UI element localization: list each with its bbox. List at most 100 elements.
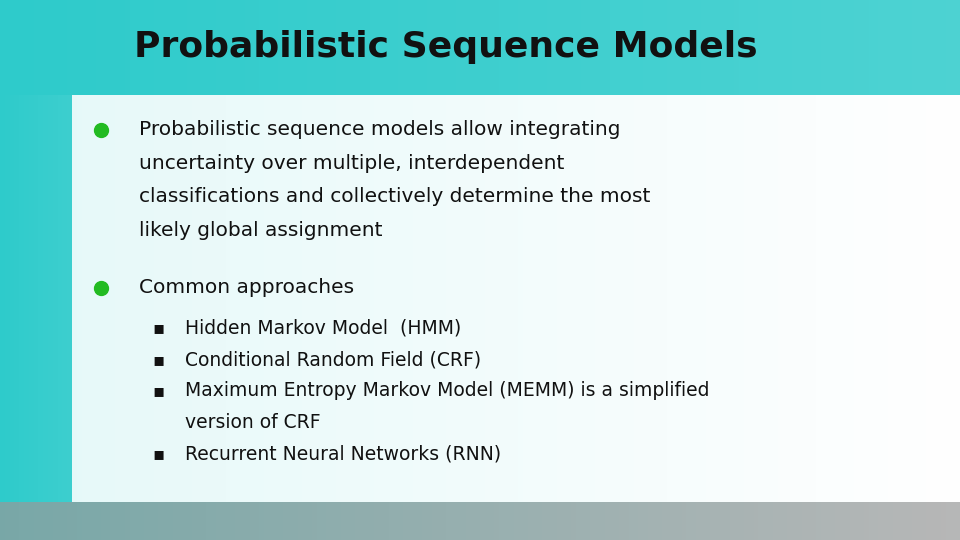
Bar bbox=[298, 0, 302, 540]
Bar bbox=[576, 0, 581, 540]
Bar bbox=[931, 0, 936, 540]
Bar bbox=[437, 0, 442, 540]
FancyBboxPatch shape bbox=[0, 0, 960, 94]
Bar bbox=[110, 0, 115, 540]
Bar bbox=[312, 0, 317, 540]
Bar bbox=[211, 0, 216, 540]
Bar bbox=[898, 0, 902, 540]
Bar bbox=[946, 0, 950, 540]
Bar bbox=[566, 0, 571, 540]
Bar bbox=[533, 0, 538, 540]
Bar bbox=[902, 0, 907, 540]
Bar bbox=[883, 0, 888, 540]
Bar bbox=[466, 0, 470, 540]
Bar bbox=[538, 0, 542, 540]
Bar bbox=[490, 0, 494, 540]
Bar bbox=[696, 0, 701, 540]
Bar bbox=[259, 0, 264, 540]
Text: Recurrent Neural Networks (RNN): Recurrent Neural Networks (RNN) bbox=[185, 444, 501, 463]
Bar bbox=[504, 0, 509, 540]
Bar bbox=[614, 0, 619, 540]
Bar bbox=[826, 0, 830, 540]
Bar bbox=[53, 0, 58, 540]
Bar bbox=[58, 0, 62, 540]
Bar bbox=[605, 0, 610, 540]
Bar bbox=[67, 0, 72, 540]
Bar bbox=[91, 0, 96, 540]
Bar bbox=[72, 0, 77, 540]
Bar bbox=[893, 0, 898, 540]
Bar bbox=[802, 0, 806, 540]
Text: Probabilistic sequence models allow integrating: Probabilistic sequence models allow inte… bbox=[139, 120, 621, 139]
Bar bbox=[586, 0, 590, 540]
Bar bbox=[734, 0, 739, 540]
Bar bbox=[638, 0, 643, 540]
Bar bbox=[370, 0, 374, 540]
Bar bbox=[518, 0, 523, 540]
Bar bbox=[955, 0, 960, 540]
Bar bbox=[326, 0, 331, 540]
Bar bbox=[667, 0, 672, 540]
Bar bbox=[461, 0, 466, 540]
Bar bbox=[192, 0, 197, 540]
Bar bbox=[394, 0, 398, 540]
Bar bbox=[139, 0, 144, 540]
Bar bbox=[562, 0, 566, 540]
Bar bbox=[77, 0, 82, 540]
Bar bbox=[221, 0, 226, 540]
Bar bbox=[470, 0, 475, 540]
Bar bbox=[154, 0, 158, 540]
Bar bbox=[355, 0, 360, 540]
Bar bbox=[331, 0, 336, 540]
Bar bbox=[922, 0, 926, 540]
Bar bbox=[101, 0, 106, 540]
Bar bbox=[254, 0, 259, 540]
Bar bbox=[235, 0, 240, 540]
Bar bbox=[226, 0, 230, 540]
Bar bbox=[523, 0, 528, 540]
Bar bbox=[403, 0, 408, 540]
Bar bbox=[264, 0, 269, 540]
Bar bbox=[643, 0, 648, 540]
Text: ▪: ▪ bbox=[153, 350, 164, 369]
Bar bbox=[14, 0, 19, 540]
Text: ▪: ▪ bbox=[153, 382, 164, 400]
Bar bbox=[917, 0, 922, 540]
Bar bbox=[821, 0, 826, 540]
Text: Maximum Entropy Markov Model (MEMM) is a simplified: Maximum Entropy Markov Model (MEMM) is a… bbox=[185, 381, 709, 401]
Bar bbox=[240, 0, 245, 540]
Bar bbox=[806, 0, 811, 540]
Bar bbox=[134, 0, 139, 540]
Bar bbox=[864, 0, 869, 540]
Bar bbox=[480, 0, 485, 540]
Bar bbox=[624, 0, 629, 540]
Bar bbox=[797, 0, 802, 540]
Bar bbox=[547, 0, 552, 540]
Bar bbox=[0, 0, 5, 540]
Text: Hidden Markov Model  (HMM): Hidden Markov Model (HMM) bbox=[185, 319, 462, 338]
Text: version of CRF: version of CRF bbox=[185, 413, 321, 432]
Bar bbox=[869, 0, 874, 540]
Bar bbox=[398, 0, 403, 540]
Bar bbox=[782, 0, 787, 540]
Bar bbox=[106, 0, 110, 540]
Bar bbox=[384, 0, 389, 540]
Bar bbox=[288, 0, 293, 540]
Text: uncertainty over multiple, interdependent: uncertainty over multiple, interdependen… bbox=[139, 153, 564, 173]
Bar bbox=[158, 0, 163, 540]
Bar bbox=[672, 0, 677, 540]
Bar bbox=[216, 0, 221, 540]
Bar bbox=[485, 0, 490, 540]
Bar bbox=[274, 0, 278, 540]
Bar bbox=[792, 0, 797, 540]
Bar bbox=[230, 0, 235, 540]
Bar bbox=[854, 0, 859, 540]
Bar bbox=[720, 0, 725, 540]
Bar bbox=[494, 0, 499, 540]
Bar bbox=[346, 0, 350, 540]
Bar bbox=[82, 0, 86, 540]
Bar bbox=[130, 0, 134, 540]
Bar bbox=[125, 0, 130, 540]
Bar bbox=[418, 0, 422, 540]
Bar bbox=[787, 0, 792, 540]
